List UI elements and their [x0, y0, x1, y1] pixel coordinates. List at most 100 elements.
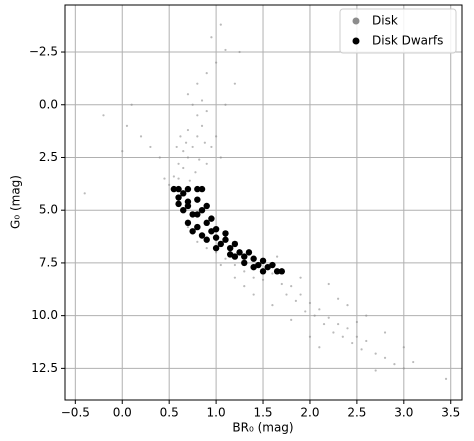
point	[276, 255, 279, 258]
point	[252, 293, 255, 296]
point	[231, 240, 239, 248]
point	[285, 293, 288, 296]
point	[196, 114, 199, 117]
y-tick-label: 0.0	[39, 97, 58, 111]
point	[243, 285, 246, 288]
point	[196, 135, 199, 138]
point	[294, 299, 297, 302]
legend-marker	[352, 37, 360, 45]
point	[241, 253, 248, 260]
y-tick-label: −2.5	[29, 45, 58, 59]
point	[327, 316, 330, 319]
point	[215, 251, 218, 254]
legend-label: Disk Dwarfs	[372, 34, 443, 48]
point	[226, 244, 234, 252]
point	[163, 177, 166, 180]
point	[365, 314, 368, 317]
point	[196, 82, 199, 85]
point	[186, 128, 190, 132]
point	[196, 240, 199, 243]
point	[238, 50, 241, 54]
point	[304, 310, 307, 313]
point	[341, 335, 344, 338]
x-tick-label: 1.0	[207, 406, 226, 420]
point	[203, 141, 206, 144]
y-axis-label: G₀ (mag)	[9, 175, 23, 229]
point	[278, 268, 286, 275]
point	[194, 185, 201, 193]
point	[149, 145, 152, 149]
y-tick-label: 7.5	[39, 255, 58, 269]
point	[125, 124, 129, 127]
point	[182, 166, 185, 170]
point	[374, 352, 377, 355]
y-tick-label: 10.0	[31, 308, 58, 322]
point	[318, 346, 321, 349]
point	[182, 150, 185, 153]
x-axis-label: BR₀ (mag)	[232, 421, 293, 435]
point	[299, 276, 302, 279]
point	[318, 308, 321, 311]
point	[412, 360, 415, 364]
x-tick-label: 0.5	[160, 406, 179, 420]
point	[83, 192, 86, 195]
point	[250, 263, 257, 271]
y-tick-label: 2.5	[39, 150, 58, 164]
point	[217, 240, 224, 248]
point	[383, 356, 387, 359]
point	[337, 297, 340, 300]
point	[186, 93, 190, 96]
point	[233, 82, 236, 85]
x-tick-label: −0.5	[61, 406, 90, 420]
point	[219, 23, 222, 26]
point	[393, 363, 396, 366]
plot-frame	[64, 4, 463, 401]
point	[215, 135, 218, 138]
point	[189, 211, 196, 218]
point	[175, 185, 182, 193]
x-tick-label: 3.5	[441, 406, 460, 420]
point	[184, 141, 188, 144]
point	[175, 194, 182, 201]
point	[212, 244, 220, 252]
point	[233, 276, 236, 279]
point	[346, 327, 349, 330]
point	[243, 270, 246, 273]
point	[402, 367, 405, 370]
point	[241, 259, 248, 267]
point	[203, 219, 210, 227]
x-tick-label: 2.0	[300, 406, 319, 420]
point	[259, 268, 267, 275]
point	[179, 135, 182, 138]
point	[189, 228, 196, 235]
point	[130, 103, 133, 106]
point	[346, 303, 349, 307]
point	[224, 48, 227, 52]
x-tick-label: 0.0	[113, 406, 132, 420]
y-tick-label: 5.0	[39, 203, 58, 217]
point	[200, 99, 204, 102]
x-tick-label: 3.0	[394, 406, 413, 420]
point	[374, 369, 377, 372]
point	[402, 346, 405, 349]
point	[205, 162, 208, 165]
point	[175, 200, 182, 208]
point	[203, 236, 210, 243]
point	[273, 268, 281, 275]
point	[184, 219, 192, 227]
point	[208, 215, 215, 222]
point	[191, 103, 194, 106]
point	[299, 293, 302, 296]
point	[210, 36, 213, 39]
point	[250, 255, 257, 262]
point	[233, 263, 236, 267]
point	[172, 175, 175, 178]
point	[186, 225, 190, 229]
point	[194, 171, 197, 174]
x-tick-label: 1.5	[253, 406, 272, 420]
point	[337, 322, 340, 326]
point	[139, 135, 143, 138]
point	[280, 282, 283, 286]
legend-marker	[352, 17, 360, 25]
